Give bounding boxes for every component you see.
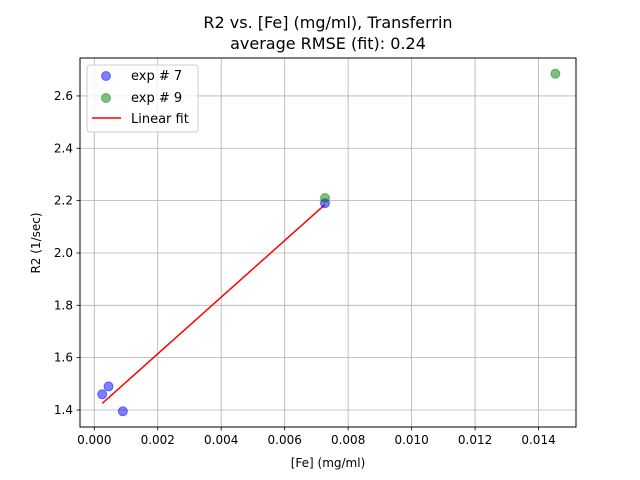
legend-marker-exp-7 <box>101 71 111 81</box>
x-tick-label: 0.004 <box>204 433 238 447</box>
legend-label-exp-9: exp # 9 <box>131 91 182 106</box>
legend-marker-exp-9 <box>101 93 111 103</box>
x-tick-label: 0.012 <box>458 433 492 447</box>
x-tick-label: 0.002 <box>141 433 175 447</box>
legend: exp # 7 exp # 9 Linear fit <box>86 64 199 133</box>
point-exp-7 <box>117 406 128 417</box>
x-tick-label: 0.010 <box>394 433 428 447</box>
plot-area-frame <box>79 57 577 428</box>
point-exp-9 <box>319 193 330 204</box>
x-tick-label: 0.014 <box>521 433 555 447</box>
y-tick-label: 1.4 <box>54 403 73 417</box>
axis-ticks: 0.000 0.002 0.004 0.006 0.008 0.010 0.012 0.014… <box>54 89 556 447</box>
y-tick-label: 2.6 <box>54 89 73 103</box>
point-exp-7 <box>103 381 114 392</box>
legend-frame <box>86 64 199 133</box>
legend-label-linear-fit: Linear fit <box>131 112 189 127</box>
point-exp-7 <box>97 389 108 400</box>
y-tick-label: 2.2 <box>54 194 73 208</box>
line-linear-fit <box>101 203 326 405</box>
y-tick-label: 1.8 <box>54 298 73 312</box>
legend-label-exp-7: exp # 7 <box>131 69 182 84</box>
y-tick-label: 2.0 <box>54 246 73 260</box>
grid <box>80 58 576 427</box>
point-exp-9 <box>550 68 561 79</box>
chart-title-line-1: R2 vs. [Fe] (mg/ml), Transferrin <box>203 13 452 32</box>
y-axis-label: R2 (1/sec) <box>29 212 43 273</box>
data-points <box>97 68 561 417</box>
chart-title-line-2: average RMSE (fit): 0.24 <box>230 34 426 53</box>
x-axis-label: [Fe] (mg/ml) <box>291 456 366 470</box>
y-tick-label: 1.6 <box>54 351 73 365</box>
fit-line-layer <box>101 203 326 405</box>
x-tick-label: 0.000 <box>77 433 111 447</box>
x-tick-label: 0.008 <box>331 433 365 447</box>
y-tick-label: 2.4 <box>54 141 73 155</box>
x-tick-label: 0.006 <box>268 433 302 447</box>
